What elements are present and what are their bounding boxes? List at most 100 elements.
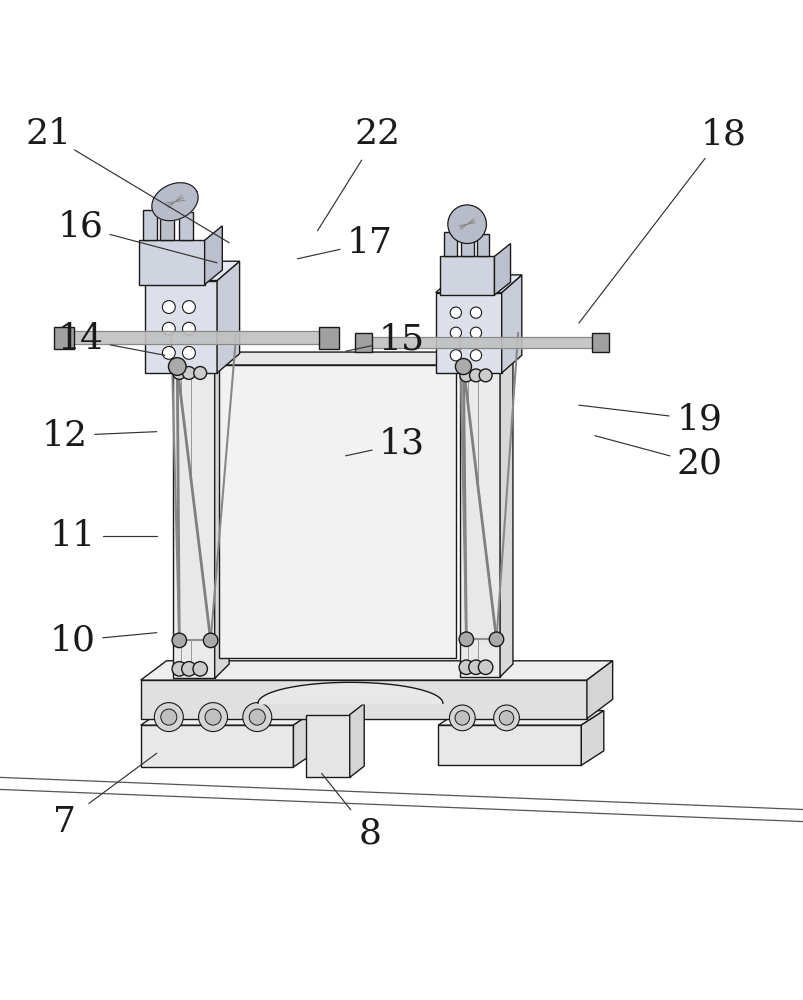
- Bar: [460, 226, 473, 256]
- Bar: [591, 333, 609, 352]
- Circle shape: [198, 703, 227, 732]
- Circle shape: [499, 711, 513, 725]
- Bar: [159, 204, 173, 240]
- Circle shape: [447, 205, 486, 244]
- Circle shape: [205, 709, 221, 725]
- Circle shape: [172, 633, 186, 648]
- Circle shape: [468, 660, 483, 674]
- Circle shape: [470, 327, 481, 338]
- Polygon shape: [145, 261, 239, 281]
- Circle shape: [450, 307, 461, 318]
- Polygon shape: [494, 244, 510, 295]
- Text: 20: 20: [675, 447, 722, 481]
- Circle shape: [488, 632, 503, 646]
- Bar: [476, 234, 488, 256]
- Bar: [354, 333, 372, 352]
- Polygon shape: [293, 709, 317, 767]
- Text: 17: 17: [346, 226, 393, 260]
- Circle shape: [173, 367, 185, 379]
- Circle shape: [161, 709, 177, 725]
- Bar: [439, 256, 494, 295]
- Polygon shape: [501, 275, 521, 373]
- Circle shape: [193, 662, 207, 676]
- Polygon shape: [581, 711, 603, 765]
- Text: 21: 21: [25, 117, 71, 151]
- Circle shape: [459, 369, 472, 382]
- Bar: [459, 363, 499, 677]
- Text: 10: 10: [49, 624, 96, 658]
- Polygon shape: [217, 261, 239, 373]
- Circle shape: [470, 307, 481, 318]
- Circle shape: [182, 322, 195, 335]
- Circle shape: [479, 369, 491, 382]
- Bar: [157, 709, 180, 725]
- Text: 12: 12: [41, 419, 88, 453]
- Circle shape: [172, 662, 186, 676]
- Circle shape: [469, 369, 482, 382]
- Circle shape: [459, 660, 473, 674]
- Bar: [305, 715, 349, 777]
- Circle shape: [243, 703, 271, 732]
- Circle shape: [449, 705, 475, 731]
- Circle shape: [470, 350, 481, 361]
- Bar: [443, 232, 456, 256]
- Polygon shape: [141, 661, 612, 680]
- Bar: [495, 711, 516, 725]
- Polygon shape: [349, 703, 364, 777]
- Text: 7: 7: [53, 805, 75, 839]
- Polygon shape: [218, 352, 468, 365]
- Bar: [143, 210, 157, 240]
- Text: 16: 16: [57, 210, 104, 244]
- Polygon shape: [214, 346, 229, 678]
- Polygon shape: [152, 183, 198, 221]
- Text: 11: 11: [49, 519, 96, 553]
- Text: 8: 8: [358, 817, 381, 851]
- Polygon shape: [586, 661, 612, 719]
- Circle shape: [182, 301, 195, 313]
- Circle shape: [162, 301, 175, 313]
- Circle shape: [249, 709, 265, 725]
- Text: 14: 14: [57, 322, 104, 356]
- Circle shape: [459, 632, 473, 646]
- Bar: [202, 709, 224, 725]
- Bar: [435, 293, 501, 373]
- Circle shape: [162, 322, 175, 335]
- Bar: [438, 725, 581, 765]
- Polygon shape: [204, 226, 222, 285]
- Circle shape: [203, 633, 218, 648]
- Circle shape: [169, 358, 186, 375]
- Circle shape: [478, 660, 492, 674]
- Circle shape: [182, 367, 195, 379]
- Circle shape: [181, 662, 196, 676]
- Polygon shape: [435, 275, 521, 293]
- Polygon shape: [438, 711, 603, 725]
- Circle shape: [450, 327, 461, 338]
- Bar: [141, 680, 586, 719]
- Circle shape: [154, 703, 183, 732]
- Polygon shape: [463, 367, 495, 639]
- Bar: [246, 709, 268, 725]
- Bar: [451, 711, 472, 725]
- Circle shape: [182, 346, 195, 359]
- Text: 13: 13: [378, 427, 425, 461]
- Bar: [145, 281, 217, 373]
- Text: 15: 15: [378, 322, 425, 356]
- Circle shape: [162, 346, 175, 359]
- Bar: [173, 361, 214, 678]
- Bar: [218, 365, 455, 658]
- Bar: [319, 327, 339, 349]
- Polygon shape: [177, 367, 210, 640]
- Bar: [138, 240, 205, 285]
- Text: 22: 22: [354, 117, 401, 151]
- Bar: [141, 725, 293, 767]
- Bar: [178, 212, 193, 240]
- Polygon shape: [141, 709, 317, 725]
- Text: 18: 18: [699, 117, 746, 151]
- Text: 19: 19: [675, 403, 722, 437]
- Circle shape: [450, 350, 461, 361]
- Circle shape: [194, 367, 206, 379]
- Circle shape: [454, 711, 469, 725]
- Circle shape: [454, 358, 471, 375]
- Circle shape: [493, 705, 519, 731]
- Bar: [54, 327, 74, 349]
